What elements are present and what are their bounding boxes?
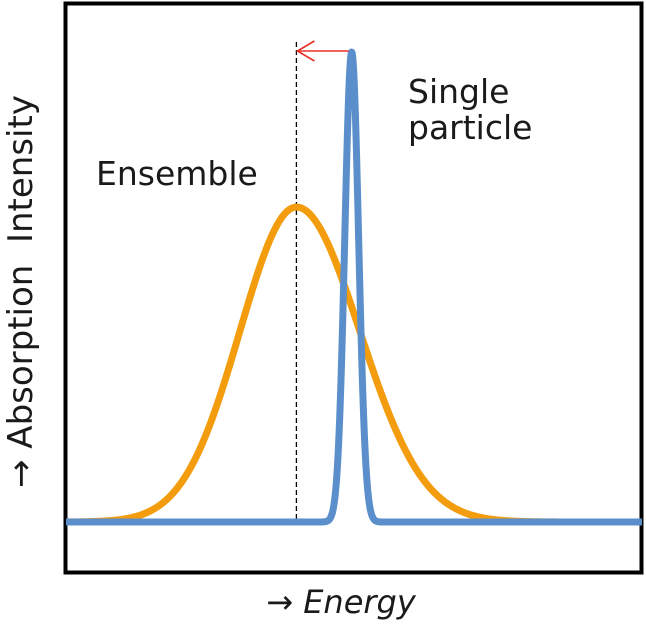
single-particle-line1: Single <box>408 72 510 111</box>
shift-arrow-icon <box>295 40 349 62</box>
y-axis-arrow: → <box>1 459 41 489</box>
y-axis-label: → Absorption Intensity <box>1 95 44 498</box>
single-particle-line2: particle <box>408 108 533 148</box>
ensemble-annotation: Ensemble <box>96 154 258 193</box>
plot-frame <box>63 1 644 575</box>
curves <box>62 40 646 526</box>
ensemble-curve <box>62 203 646 526</box>
x-axis-label: → Energy <box>0 586 646 618</box>
single-particle-curve <box>62 48 646 526</box>
y-axis-text: Absorption Intensity <box>1 95 41 449</box>
x-axis-text: Energy <box>303 583 416 621</box>
x-axis-arrow: → <box>266 583 304 621</box>
single-particle-annotation: Single particle <box>408 72 533 148</box>
